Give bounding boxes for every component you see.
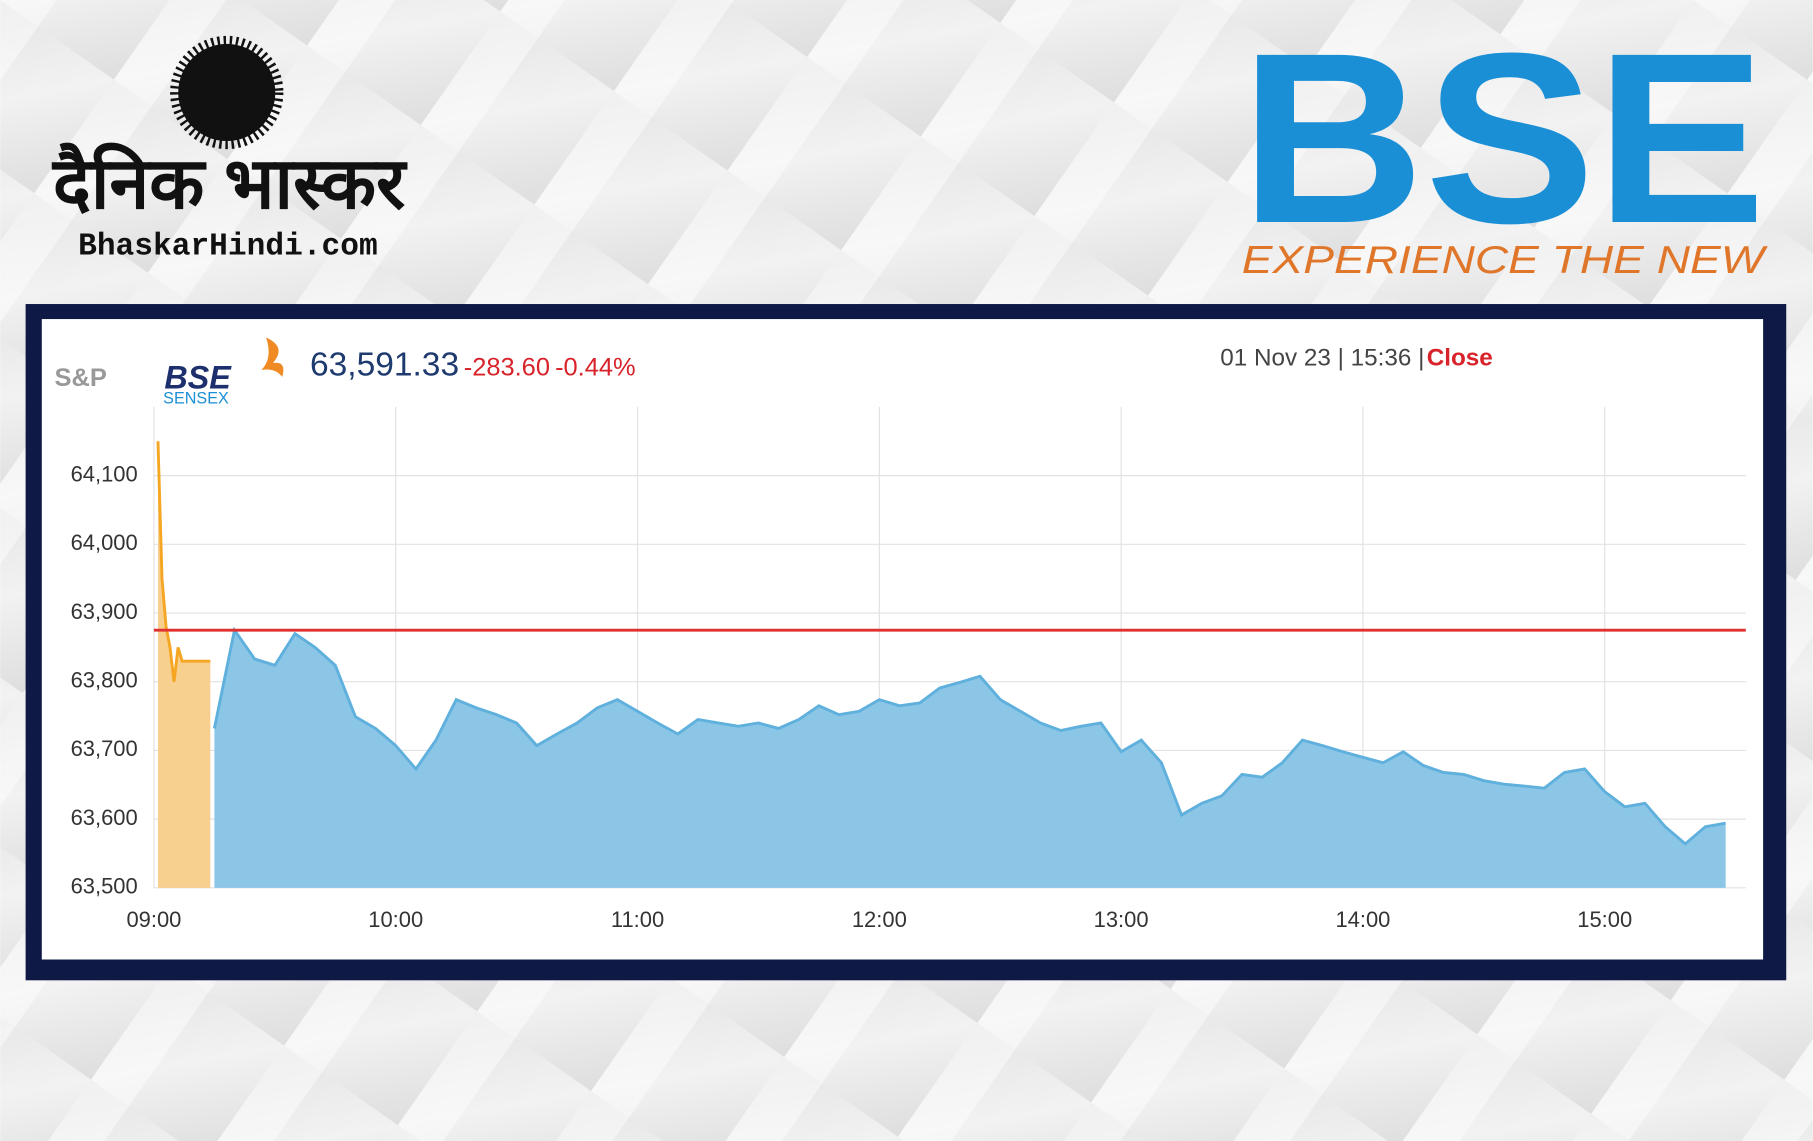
line	[156, 441, 211, 682]
y-tick-label: 63,700	[71, 736, 138, 761]
x-tick-label: 09:00	[126, 907, 181, 932]
y-tick-label: 63,500	[71, 874, 138, 899]
status: Close	[1427, 344, 1493, 371]
change-pct: -0.44%	[555, 354, 636, 382]
brand-index: SENSEX	[163, 389, 229, 407]
y-tick-label: 63,600	[71, 805, 138, 830]
logo-title: दैनिक भास्कर	[51, 142, 408, 224]
y-tick-label: 63,800	[71, 668, 138, 693]
logo-site: BhaskarHindi.com	[78, 229, 378, 264]
price: 63,591.33	[310, 347, 459, 384]
plot: 09:00 10:00 11:00 12:00 13:00 14:00 15:00 63,50…	[71, 406, 1746, 932]
x-tick-label: 11:00	[611, 907, 664, 932]
brand-bse: BSE	[164, 359, 232, 395]
brand-sp: S&P	[55, 364, 107, 392]
bse-logo: BSE	[1240, 3, 1766, 274]
line	[212, 626, 1726, 846]
y-tick-label: 64,100	[71, 461, 138, 486]
change: -283.60	[464, 354, 550, 382]
y-tick-label: 64,000	[71, 530, 138, 555]
bse-tagline: EXPERIENCE THE NEW	[1242, 238, 1769, 282]
sun-logo	[170, 35, 284, 150]
brand-flame	[261, 337, 284, 377]
x-tick-label: 13:00	[1094, 907, 1149, 932]
x-tick-label: 10:00	[368, 907, 423, 932]
x-tick-label: 15:00	[1577, 907, 1632, 932]
area	[157, 441, 211, 888]
x-tick-label: 12:00	[852, 907, 907, 932]
y-tick-label: 63,900	[71, 599, 138, 624]
timestamp: 01 Nov 23 | 15:36 |	[1220, 344, 1424, 371]
x-tick-label: 14:00	[1335, 907, 1390, 932]
area	[214, 630, 1726, 888]
